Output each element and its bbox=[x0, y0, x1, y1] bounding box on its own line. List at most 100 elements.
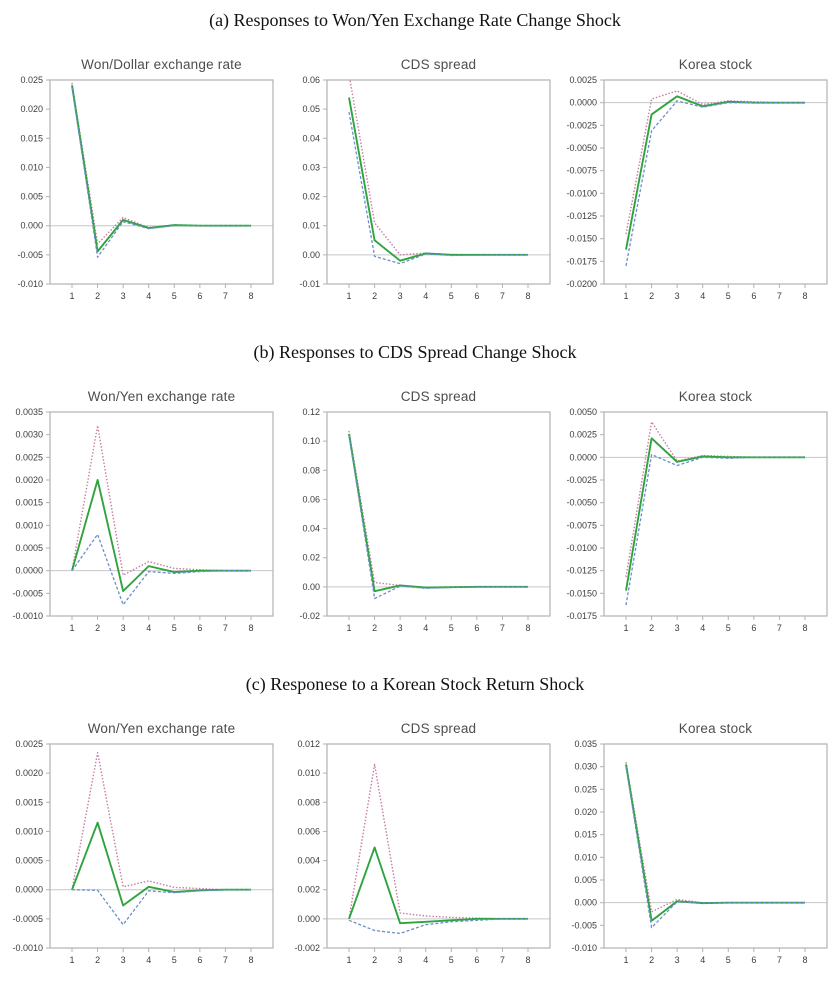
chart-plot-c-korea-stock: 0.035 0.030 0.025 0.020 0.015 0.010 0.005 0.000… bbox=[571, 739, 828, 965]
chart-b-won-yen-exchange-rate: Won/Yen exchange rate 0.0035 0.0030 0.0025 0… bbox=[0, 389, 277, 650]
x-tick-label: 7 bbox=[223, 955, 228, 965]
x-tick-label: 3 bbox=[121, 623, 126, 633]
y-tick-label: 0.0020 bbox=[15, 475, 43, 485]
x-tick-label: 2 bbox=[649, 291, 654, 301]
y-tick-label: 0.0010 bbox=[15, 826, 43, 836]
y-tick-label: -0.010 bbox=[17, 279, 43, 289]
y-tick-label: 0.0025 bbox=[15, 739, 43, 749]
x-tick-label: 2 bbox=[649, 623, 654, 633]
x-tick-label: 6 bbox=[751, 291, 756, 301]
series-response bbox=[625, 437, 805, 591]
x-tick-label: 1 bbox=[346, 291, 351, 301]
y-tick-label: 0.0000 bbox=[15, 885, 43, 895]
y-tick-label: 0.000 bbox=[297, 914, 320, 924]
chart-b-cds-spread: CDS spread 0.12 0.10 0.08 0.06 0.04 0.02 0.00 -0… bbox=[277, 389, 554, 650]
series-response bbox=[71, 821, 251, 907]
y-tick-label: -0.0050 bbox=[566, 498, 597, 508]
y-tick-label: 0.08 bbox=[302, 465, 320, 475]
y-tick-label: 0.025 bbox=[574, 784, 597, 794]
y-tick-label: 0.030 bbox=[574, 762, 597, 772]
y-tick-label: 0.006 bbox=[297, 826, 320, 836]
chart-plot-c-won-yen-exchange-rate: 0.0025 0.0020 0.0015 0.0010 0.0005 0.0000 -0.0… bbox=[12, 739, 274, 965]
x-tick-label: 6 bbox=[197, 955, 202, 965]
chart-a-cds-spread: CDS spread 0.06 0.05 0.04 0.03 0.02 0.01 0.00 -0… bbox=[277, 57, 554, 318]
y-tick-label: -0.0175 bbox=[566, 611, 597, 621]
series-response bbox=[71, 479, 251, 593]
plot-frame bbox=[603, 411, 828, 617]
y-tick-label: 0.10 bbox=[302, 436, 320, 446]
x-tick-label: 6 bbox=[751, 623, 756, 633]
chart-plot-c-cds-spread: 0.012 0.010 0.008 0.006 0.004 0.002 0.000 -0.00… bbox=[294, 739, 551, 965]
chart-plot-b-won-yen-exchange-rate: 0.0035 0.0030 0.0025 0.0020 0.0015 0.0010 0.00… bbox=[12, 407, 274, 633]
section-c-charts-row: Won/Yen exchange rate 0.0025 0.0020 0.0015 0… bbox=[0, 721, 830, 982]
y-tick-label: 0.012 bbox=[297, 739, 320, 749]
series-upper-band bbox=[349, 79, 528, 256]
y-tick-label: -0.0010 bbox=[12, 943, 43, 953]
y-tick-label: -0.0125 bbox=[566, 566, 597, 576]
section-b-title: (b) Responses to CDS Spread Change Shock bbox=[253, 342, 577, 362]
x-tick-label: 4 bbox=[146, 623, 151, 633]
y-tick-label: 0.010 bbox=[297, 768, 320, 778]
x-tick-label: 2 bbox=[95, 623, 100, 633]
x-tick-label: 4 bbox=[700, 955, 705, 965]
chart-title: Korea stock bbox=[678, 57, 753, 72]
chart-title: Won/Yen exchange rate bbox=[87, 389, 236, 404]
chart-title: Won/Dollar exchange rate bbox=[81, 57, 242, 72]
series-upper-band bbox=[348, 430, 528, 589]
y-tick-label: -0.0010 bbox=[12, 611, 43, 621]
y-tick-label: -0.01 bbox=[299, 279, 320, 289]
x-tick-label: 1 bbox=[69, 955, 74, 965]
section-a-charts-row: Won/Dollar exchange rate 0.025 0.020 0.015 0… bbox=[0, 57, 830, 318]
y-tick-label: 0.000 bbox=[20, 221, 43, 231]
y-tick-label: -0.0150 bbox=[566, 588, 597, 598]
series-lower-band bbox=[71, 533, 251, 606]
y-tick-label: 0.000 bbox=[574, 898, 597, 908]
y-tick-label: -0.0125 bbox=[566, 211, 597, 221]
y-tick-label: 0.0025 bbox=[15, 452, 43, 462]
y-tick-label: 0.005 bbox=[20, 192, 43, 202]
x-tick-label: 8 bbox=[802, 623, 807, 633]
section-b-charts-row: Won/Yen exchange rate 0.0035 0.0030 0.0025 0… bbox=[0, 389, 830, 650]
series-upper-band bbox=[625, 421, 805, 578]
y-tick-label: 0.0000 bbox=[15, 566, 43, 576]
x-tick-label: 8 bbox=[802, 955, 807, 965]
series-lower-band bbox=[348, 435, 528, 600]
chart-a-won-dollar-exchange-rate: Won/Dollar exchange rate 0.025 0.020 0.015 0… bbox=[0, 57, 277, 318]
plot-frame bbox=[603, 79, 828, 285]
series-upper-band bbox=[625, 90, 805, 235]
y-tick-label: 0.015 bbox=[20, 133, 43, 143]
chart-c-korea-stock: Korea stock 0.035 0.030 0.025 0.020 0.015 0.01… bbox=[554, 721, 830, 982]
y-tick-label: 0.04 bbox=[302, 133, 320, 143]
x-tick-label: 1 bbox=[69, 291, 74, 301]
y-tick-label: -0.005 bbox=[571, 920, 597, 930]
x-tick-label: 5 bbox=[172, 623, 177, 633]
y-tick-label: 0.04 bbox=[302, 524, 320, 534]
series-response bbox=[71, 85, 251, 253]
chart-b-korea-stock: Korea stock 0.0050 0.0025 0.0000 -0.0025 -0.0… bbox=[554, 389, 830, 650]
y-tick-label: -0.0005 bbox=[12, 588, 43, 598]
x-tick-label: 1 bbox=[623, 955, 628, 965]
x-tick-label: 4 bbox=[700, 623, 705, 633]
y-tick-label: 0.06 bbox=[302, 75, 320, 85]
series-lower-band bbox=[625, 100, 805, 266]
x-tick-label: 3 bbox=[398, 291, 403, 301]
x-tick-label: 6 bbox=[751, 955, 756, 965]
x-tick-label: 3 bbox=[121, 955, 126, 965]
x-tick-label: 6 bbox=[474, 955, 479, 965]
y-tick-label: 0.035 bbox=[574, 739, 597, 749]
x-tick-label: 2 bbox=[372, 623, 377, 633]
y-tick-label: 0.015 bbox=[574, 830, 597, 840]
x-tick-label: 1 bbox=[346, 955, 351, 965]
series-response bbox=[625, 95, 805, 250]
plot-frame bbox=[49, 411, 274, 617]
chart-a-korea-stock: Korea stock 0.0025 0.0000 -0.0025 -0.0050 -0.… bbox=[554, 57, 830, 318]
x-tick-label: 7 bbox=[500, 291, 505, 301]
y-tick-label: 0.00 bbox=[302, 582, 320, 592]
y-tick-label: -0.0075 bbox=[566, 166, 597, 176]
chart-title: CDS spread bbox=[400, 57, 477, 72]
y-tick-label: 0.010 bbox=[20, 162, 43, 172]
y-tick-label: 0.00 bbox=[302, 250, 320, 260]
x-tick-label: 7 bbox=[223, 291, 228, 301]
plot-frame bbox=[49, 79, 274, 285]
section-b: (b) Responses to CDS Spread Change Shock… bbox=[0, 342, 830, 650]
